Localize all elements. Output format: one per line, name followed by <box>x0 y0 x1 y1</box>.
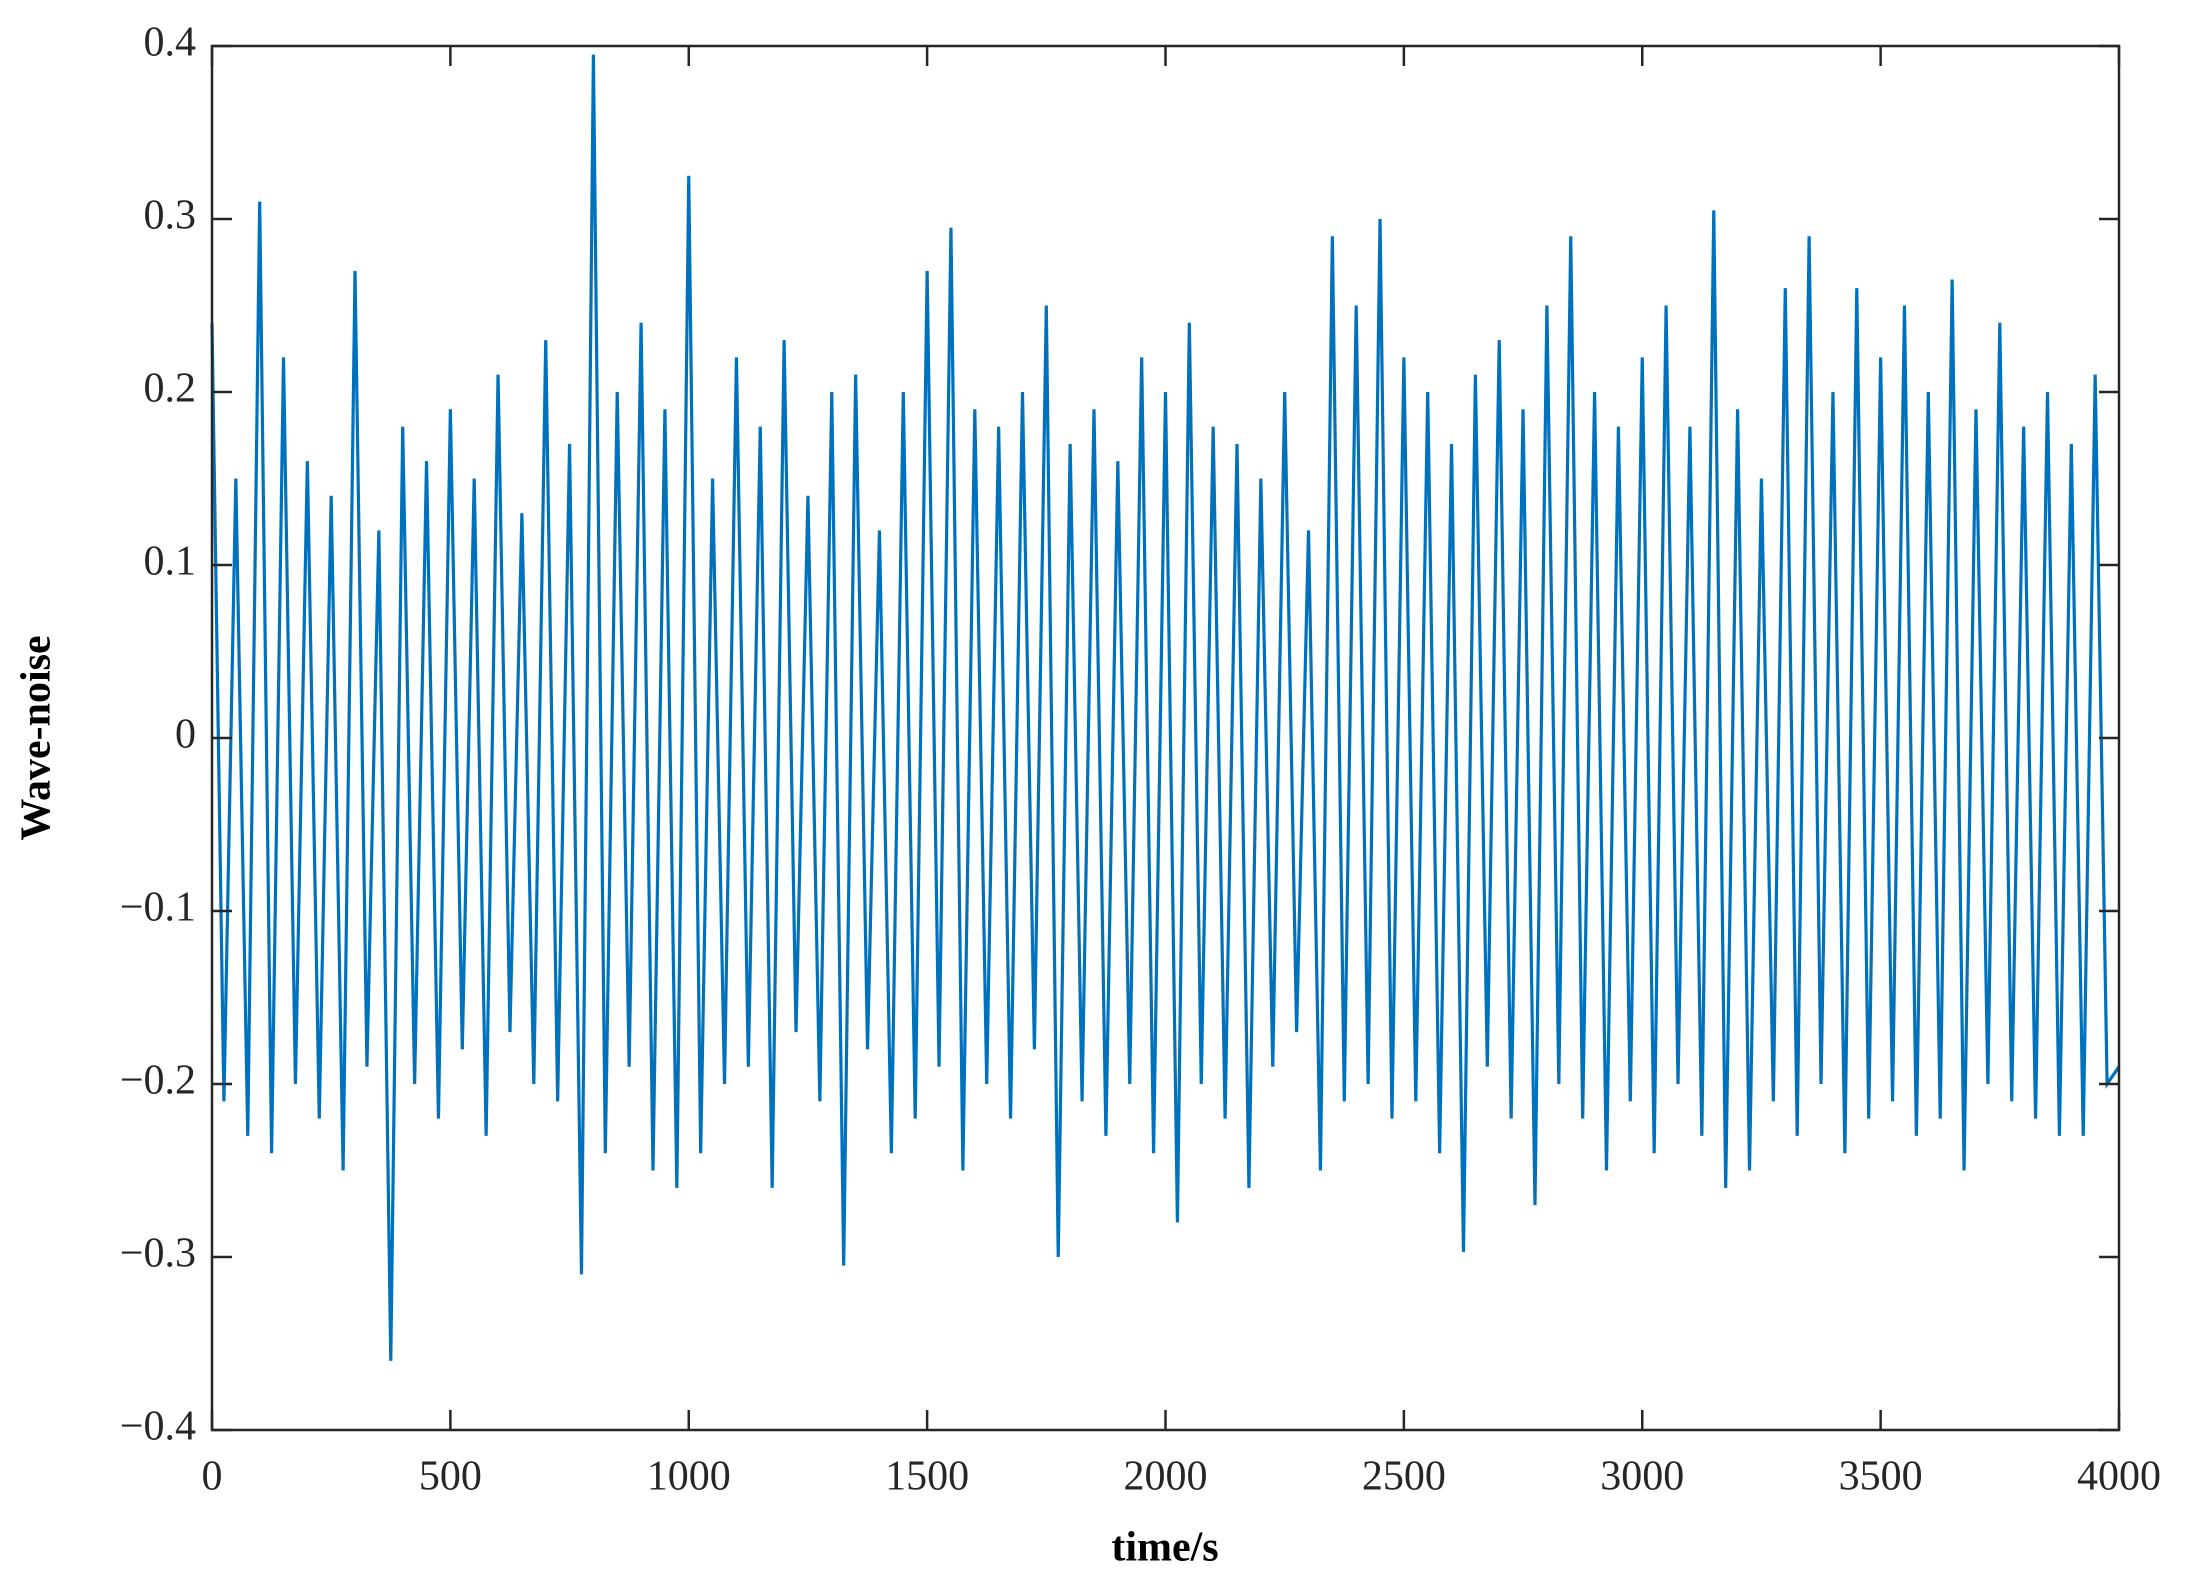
y-tick-label: −0.3 <box>120 1231 196 1277</box>
y-tick-label: −0.2 <box>120 1058 196 1104</box>
x-tick-label: 1000 <box>647 1454 731 1500</box>
y-tick-label: 0.4 <box>144 20 197 66</box>
y-tick-label: 0.1 <box>144 539 197 585</box>
x-tick-label: 3500 <box>1839 1454 1923 1500</box>
x-tick-label: 1500 <box>885 1454 969 1500</box>
x-tick-label: 500 <box>419 1454 482 1500</box>
x-axis-title: time/s <box>1111 1525 1218 1571</box>
y-tick-label: −0.4 <box>120 1404 196 1450</box>
x-tick-label: 2000 <box>1124 1454 1208 1500</box>
data-line <box>210 54 2121 1361</box>
x-tick-label: 3000 <box>1600 1454 1684 1500</box>
y-tick-label: 0.3 <box>144 193 197 239</box>
x-tick-label: 2500 <box>1362 1454 1446 1500</box>
y-axis-title: Wave-noise <box>14 635 60 840</box>
y-tick-label: 0.2 <box>144 366 197 412</box>
y-tick-label: −0.1 <box>120 885 196 931</box>
x-tick-label: 0 <box>202 1454 223 1500</box>
x-tick-label: 4000 <box>2077 1454 2161 1500</box>
axes-box <box>210 44 2121 1432</box>
y-tick-label: 0 <box>175 712 196 758</box>
